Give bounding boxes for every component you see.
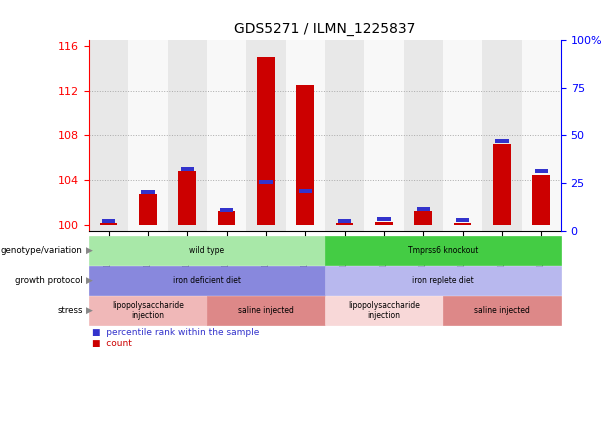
Bar — [364, 40, 403, 231]
Text: iron replete diet: iron replete diet — [412, 276, 474, 285]
Bar — [102, 219, 115, 223]
Bar — [100, 222, 118, 225]
Bar — [522, 40, 561, 231]
Bar — [167, 40, 207, 231]
Bar — [443, 40, 482, 231]
Text: ▶: ▶ — [86, 306, 93, 315]
Bar — [246, 40, 286, 231]
Bar — [141, 190, 154, 194]
Bar — [299, 190, 312, 193]
Bar — [495, 139, 509, 143]
Bar — [259, 181, 273, 184]
Bar — [89, 40, 128, 231]
Bar — [417, 207, 430, 211]
Text: ▶: ▶ — [86, 276, 93, 285]
Bar — [257, 57, 275, 225]
Bar — [220, 208, 233, 212]
Bar — [296, 85, 314, 225]
Bar — [377, 217, 390, 221]
Bar — [482, 40, 522, 231]
Text: lipopolysaccharide
injection: lipopolysaccharide injection — [112, 301, 184, 320]
Bar — [456, 218, 469, 222]
Text: lipopolysaccharide
injection: lipopolysaccharide injection — [348, 301, 420, 320]
Text: iron deficient diet: iron deficient diet — [173, 276, 241, 285]
Bar — [375, 222, 393, 225]
Bar — [139, 194, 157, 225]
Bar — [218, 212, 235, 225]
Text: saline injected: saline injected — [238, 306, 294, 315]
Text: Tmprss6 knockout: Tmprss6 knockout — [408, 246, 478, 255]
Bar — [181, 167, 194, 171]
Bar — [128, 40, 167, 231]
Text: ▶: ▶ — [86, 246, 93, 255]
Bar — [454, 223, 471, 225]
Bar — [178, 171, 196, 225]
Bar — [338, 219, 351, 223]
Text: stress: stress — [57, 306, 83, 315]
Bar — [535, 169, 548, 173]
Text: wild type: wild type — [189, 246, 224, 255]
Text: genotype/variation: genotype/variation — [1, 246, 83, 255]
Text: ■  percentile rank within the sample: ■ percentile rank within the sample — [92, 327, 259, 337]
Bar — [286, 40, 325, 231]
Bar — [336, 223, 354, 225]
Text: ■  count: ■ count — [92, 339, 132, 349]
Title: GDS5271 / ILMN_1225837: GDS5271 / ILMN_1225837 — [234, 22, 416, 36]
Bar — [414, 212, 432, 225]
Bar — [493, 144, 511, 225]
Text: saline injected: saline injected — [474, 306, 530, 315]
Bar — [325, 40, 364, 231]
Bar — [532, 175, 550, 225]
Bar — [403, 40, 443, 231]
Text: growth protocol: growth protocol — [15, 276, 83, 285]
Bar — [207, 40, 246, 231]
